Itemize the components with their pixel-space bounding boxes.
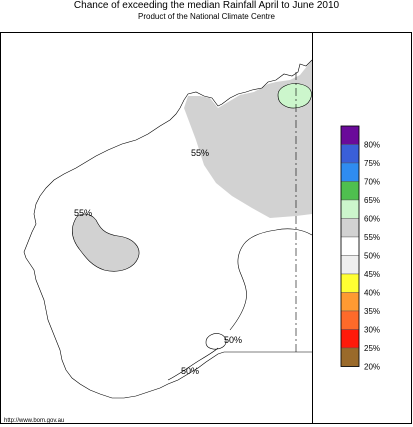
- legend-swatch: [340, 292, 360, 312]
- legend-swatch: [340, 310, 360, 330]
- map-frame: [0, 32, 412, 424]
- legend-swatch: [340, 273, 360, 293]
- contour-50-south-coast: [167, 347, 219, 381]
- legend-label: 50%: [364, 252, 380, 261]
- legend-swatch: [340, 329, 360, 349]
- source-url: http://www.bom.gov.au: [4, 418, 65, 424]
- legend-swatch: [340, 181, 360, 201]
- legend-label: 35%: [364, 307, 380, 316]
- label-55-north-east: 55%: [191, 148, 209, 158]
- map-title: Chance of exceeding the median Rainfall …: [73, 0, 340, 11]
- legend-label: 80%: [364, 141, 380, 150]
- legend-label: 45%: [364, 270, 380, 279]
- legend-swatch: [340, 199, 360, 219]
- legend-swatch: [340, 255, 360, 275]
- legend-label: 25%: [364, 344, 380, 353]
- zone-55-inland-west: [71, 213, 140, 272]
- legend-label: 30%: [364, 326, 380, 335]
- legend-label: 20%: [364, 363, 380, 372]
- label-55-inland-west: 55%: [74, 208, 92, 218]
- contour-50-south-east: [229, 228, 313, 331]
- label-50-south-coast: 50%: [181, 366, 199, 376]
- coastline: [23, 59, 313, 399]
- legend-label: 65%: [364, 196, 380, 205]
- legend-swatch: [340, 162, 360, 182]
- legend-label: 75%: [364, 159, 380, 168]
- legend-swatch: [340, 144, 360, 164]
- legend-label: 40%: [364, 289, 380, 298]
- legend-swatch: [340, 125, 360, 145]
- contour-50-loop: [205, 333, 227, 350]
- legend-label: 60%: [364, 215, 380, 224]
- label-50-south-east: 50%: [224, 335, 242, 345]
- legend-swatch: [340, 218, 360, 238]
- legend-label: 70%: [364, 178, 380, 187]
- legend-label: 55%: [364, 233, 380, 242]
- legend: 80% 75% 70% 65% 60% 55% 50% 45% 40% 35% 30% 25% 20%: [340, 125, 380, 372]
- legend-border: [340, 125, 360, 367]
- zone-60-north: [277, 83, 312, 109]
- map-subtitle: Product of the National Climate Centre: [138, 12, 275, 21]
- legend-swatch: [340, 347, 360, 367]
- legend-swatch: [340, 236, 360, 256]
